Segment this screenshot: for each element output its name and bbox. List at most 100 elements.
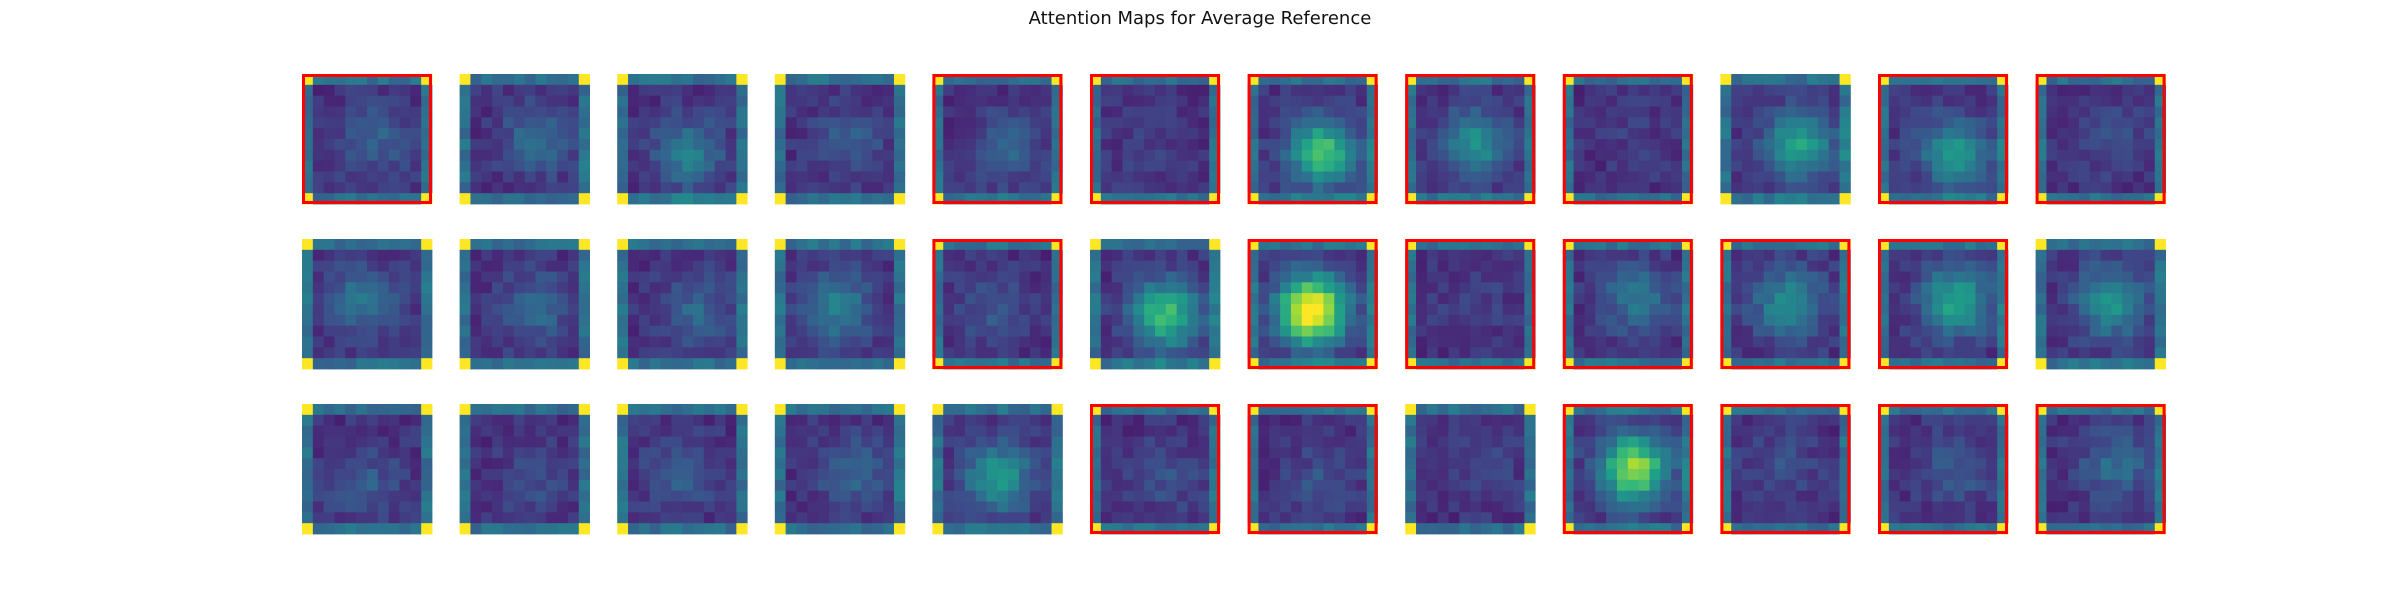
heatmap-cell bbox=[1405, 239, 1417, 251]
heatmap-cell bbox=[1051, 458, 1063, 470]
heatmap-cell bbox=[839, 447, 852, 459]
heatmap-cell bbox=[1301, 358, 1313, 370]
heatmap-cell bbox=[1323, 74, 1335, 86]
heatmap-cell bbox=[2078, 336, 2091, 348]
heatmap-cell bbox=[1562, 404, 1575, 416]
heatmap-cell bbox=[1731, 171, 1743, 183]
heatmap-cell bbox=[1839, 84, 1851, 97]
heatmap-cell bbox=[2068, 282, 2080, 294]
heatmap-cell bbox=[1524, 293, 1536, 305]
heatmap-cell bbox=[302, 128, 314, 140]
heatmap-cell bbox=[628, 106, 640, 118]
heatmap-cell bbox=[693, 325, 705, 337]
heatmap-cell bbox=[1606, 84, 1618, 97]
heatmap-cell bbox=[557, 325, 569, 337]
heatmap-cell bbox=[1742, 336, 1754, 348]
heatmap-cell bbox=[725, 523, 737, 535]
heatmap-cell bbox=[1100, 95, 1113, 107]
heatmap-cell bbox=[421, 436, 433, 448]
attention-map-r1-c9 bbox=[1562, 74, 1694, 205]
heatmap-cell bbox=[1258, 293, 1270, 305]
heatmap-cell bbox=[535, 425, 547, 437]
heatmap-cell bbox=[557, 436, 569, 448]
heatmap-cell bbox=[1763, 347, 1775, 359]
heatmap-cell bbox=[2100, 149, 2112, 162]
heatmap-cell bbox=[850, 293, 862, 305]
heatmap-cell bbox=[481, 490, 493, 502]
heatmap-cell bbox=[1122, 458, 1134, 470]
heatmap-cell bbox=[671, 117, 683, 129]
heatmap-cell bbox=[725, 436, 737, 448]
heatmap-cell bbox=[785, 106, 797, 118]
heatmap-cell bbox=[1155, 523, 1167, 535]
heatmap-cell bbox=[714, 271, 726, 283]
heatmap-cell bbox=[1133, 336, 1145, 348]
heatmap-cell bbox=[975, 436, 987, 448]
heatmap-cell bbox=[1405, 425, 1417, 437]
heatmap-cell bbox=[997, 106, 1009, 118]
heatmap-cell bbox=[1312, 249, 1324, 262]
heatmap-cell bbox=[2057, 271, 2069, 283]
heatmap-cell bbox=[2100, 249, 2112, 262]
heatmap-cell bbox=[807, 106, 819, 118]
heatmap-cell bbox=[682, 501, 694, 513]
heatmap-cell bbox=[1355, 425, 1368, 437]
heatmap-cell bbox=[660, 414, 672, 427]
heatmap-cell bbox=[388, 106, 400, 118]
heatmap-cell bbox=[997, 95, 1009, 107]
heatmap-cell bbox=[1345, 74, 1357, 86]
heatmap-cell bbox=[2133, 193, 2145, 205]
heatmap-cell bbox=[1807, 414, 1819, 427]
heatmap-cell bbox=[693, 414, 705, 427]
heatmap-cell bbox=[345, 336, 357, 348]
heatmap-cell bbox=[850, 193, 862, 205]
heatmap-cell bbox=[1953, 171, 1966, 183]
heatmap-cell bbox=[893, 501, 906, 513]
heatmap-cell bbox=[818, 293, 830, 305]
heatmap-cell bbox=[954, 447, 966, 459]
heatmap-cell bbox=[736, 479, 748, 492]
heatmap-cell bbox=[2057, 193, 2069, 205]
heatmap-cell bbox=[1562, 117, 1575, 129]
heatmap-cell bbox=[1975, 336, 1987, 348]
heatmap-cell bbox=[1366, 249, 1378, 262]
heatmap-cell bbox=[323, 160, 335, 172]
heatmap-cell bbox=[546, 523, 558, 535]
heatmap-cell bbox=[1187, 149, 1199, 162]
heatmap-cell bbox=[1752, 271, 1765, 283]
heatmap-cell bbox=[1301, 314, 1313, 327]
heatmap-cell bbox=[345, 490, 357, 502]
heatmap-cell bbox=[807, 447, 819, 459]
heatmap-cell bbox=[1334, 282, 1346, 294]
heatmap-cell bbox=[1807, 74, 1819, 86]
heatmap-cell bbox=[1524, 271, 1536, 283]
heatmap-cell bbox=[1448, 260, 1460, 272]
heatmap-cell bbox=[1290, 293, 1303, 305]
heatmap-cell bbox=[312, 239, 325, 251]
heatmap-cell bbox=[1964, 95, 1976, 107]
heatmap-cell bbox=[1649, 436, 1661, 448]
heatmap-cell bbox=[1301, 282, 1313, 294]
heatmap-cell bbox=[1681, 249, 1694, 262]
heatmap-cell bbox=[1040, 425, 1052, 437]
heatmap-cell bbox=[964, 447, 977, 459]
heatmap-cell bbox=[1953, 314, 1966, 327]
heatmap-cell bbox=[861, 117, 873, 129]
heatmap-cell bbox=[524, 239, 536, 251]
heatmap-cell bbox=[1301, 260, 1313, 272]
heatmap-cell bbox=[1269, 469, 1281, 481]
heatmap-cell bbox=[1932, 293, 1944, 305]
heatmap-cell bbox=[628, 347, 640, 359]
heatmap-cell bbox=[2154, 325, 2166, 337]
heatmap-cell bbox=[1209, 239, 1221, 251]
heatmap-cell bbox=[367, 260, 379, 272]
heatmap-cell bbox=[649, 84, 661, 97]
heatmap-cell bbox=[1290, 149, 1303, 162]
heatmap-cell bbox=[1459, 95, 1471, 107]
heatmap-cell bbox=[1562, 106, 1575, 118]
heatmap-cell bbox=[1198, 490, 1210, 502]
heatmap-cell bbox=[839, 347, 852, 359]
heatmap-cell bbox=[1595, 260, 1607, 272]
heatmap-cell bbox=[1051, 501, 1063, 513]
heatmap-cell bbox=[1828, 501, 1840, 513]
